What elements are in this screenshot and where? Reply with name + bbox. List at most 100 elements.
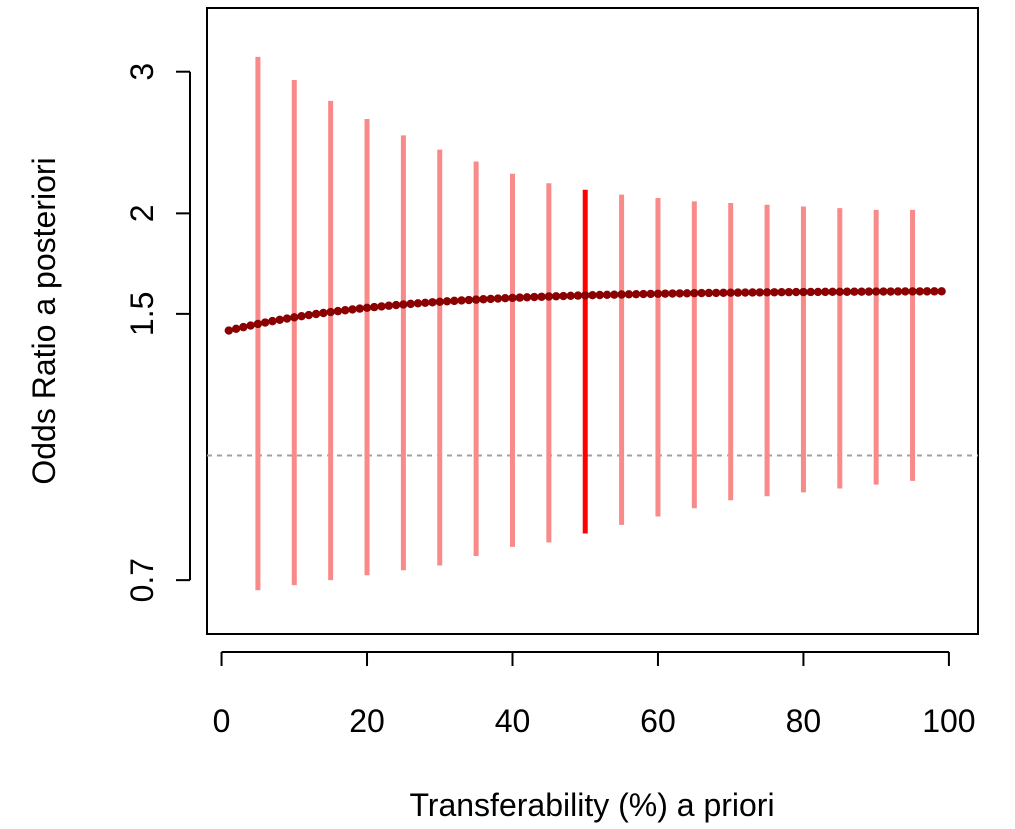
- data-point: [377, 302, 386, 311]
- data-point: [806, 287, 815, 297]
- data-point: [828, 287, 837, 297]
- data-point: [901, 287, 910, 296]
- data-point: [799, 287, 808, 297]
- data-point: [595, 290, 604, 300]
- data-point: [719, 288, 728, 298]
- data-point: [930, 287, 939, 296]
- plot-frame: [206, 7, 979, 635]
- x-tick-label: 40: [495, 703, 531, 739]
- data-point: [406, 299, 415, 309]
- data-point: [282, 314, 292, 323]
- data-point: [610, 290, 619, 299]
- data-point: [297, 311, 306, 321]
- data-point: [762, 288, 772, 297]
- data-point: [588, 290, 597, 300]
- data-point: [457, 296, 466, 305]
- data-point: [428, 298, 437, 307]
- data-point: [275, 315, 284, 325]
- data-point: [370, 302, 379, 312]
- data-point: [290, 313, 299, 322]
- x-tick-label: 100: [922, 703, 975, 739]
- x-tick-label: 20: [349, 703, 385, 739]
- data-point: [391, 300, 401, 310]
- data-point: [340, 306, 350, 315]
- data-point: [879, 287, 888, 296]
- data-point: [530, 292, 539, 302]
- x-tick-label: 60: [640, 703, 676, 739]
- point-layer: [224, 287, 946, 335]
- data-point: [348, 305, 357, 314]
- data-point: [631, 289, 641, 299]
- data-point: [755, 288, 764, 297]
- data-point: [479, 295, 488, 304]
- data-point: [551, 292, 561, 301]
- data-point: [493, 294, 503, 303]
- data-point: [355, 304, 364, 313]
- data-point: [915, 287, 925, 296]
- data-point: [239, 322, 248, 332]
- data-point: [362, 303, 372, 313]
- data-point: [566, 291, 575, 301]
- data-point: [268, 316, 277, 326]
- data-point: [675, 289, 684, 298]
- data-point: [450, 296, 459, 306]
- data-point: [537, 292, 546, 301]
- data-point: [646, 289, 655, 299]
- data-point: [522, 293, 532, 302]
- data-point: [777, 288, 786, 297]
- data-point: [741, 288, 750, 297]
- y-axis-label: Odds Ratio a posteriori: [26, 157, 62, 484]
- data-point: [384, 301, 394, 310]
- data-point: [813, 287, 823, 297]
- data-point: [311, 309, 321, 319]
- data-point: [697, 288, 706, 298]
- data-point: [544, 292, 554, 301]
- y-axis: 0.7 1.5 2 3: [124, 63, 191, 602]
- data-point: [711, 288, 721, 298]
- data-point: [682, 289, 692, 298]
- data-point: [770, 288, 779, 297]
- data-point: [639, 289, 648, 299]
- data-point: [486, 294, 495, 304]
- data-point: [821, 287, 830, 297]
- data-point: [690, 288, 699, 298]
- data-point: [922, 287, 932, 296]
- data-point: [399, 300, 408, 309]
- data-point: [893, 287, 903, 296]
- data-point: [304, 310, 314, 320]
- data-point: [471, 295, 481, 304]
- data-point: [602, 290, 612, 300]
- data-point: [559, 291, 568, 301]
- data-point: [668, 289, 677, 298]
- data-point: [784, 287, 794, 297]
- data-point: [726, 288, 735, 297]
- data-point: [333, 306, 343, 316]
- data-point: [661, 289, 670, 298]
- data-point: [653, 289, 663, 298]
- data-point: [319, 308, 328, 318]
- data-point: [748, 288, 757, 297]
- data-point: [260, 318, 270, 327]
- data-point: [871, 287, 881, 296]
- data-point: [581, 291, 590, 300]
- data-point: [413, 299, 423, 308]
- y-tick-label: 2: [124, 204, 160, 222]
- data-point: [937, 287, 946, 296]
- data-point: [442, 297, 452, 306]
- data-point: [835, 287, 845, 296]
- data-point: [857, 287, 866, 296]
- data-point: [850, 287, 859, 296]
- data-point: [733, 288, 743, 297]
- data-point: [224, 326, 234, 335]
- data-point: [246, 321, 255, 330]
- x-tick-label: 0: [213, 703, 231, 739]
- data-point: [791, 287, 801, 297]
- x-axis-label: Transferability (%) a priori: [409, 787, 774, 823]
- data-point: [253, 319, 263, 329]
- data-point: [508, 293, 517, 303]
- x-axis: 0 20 40 60 80 100: [213, 651, 976, 739]
- data-point: [908, 287, 917, 296]
- data-point: [886, 287, 895, 296]
- data-point: [326, 307, 335, 317]
